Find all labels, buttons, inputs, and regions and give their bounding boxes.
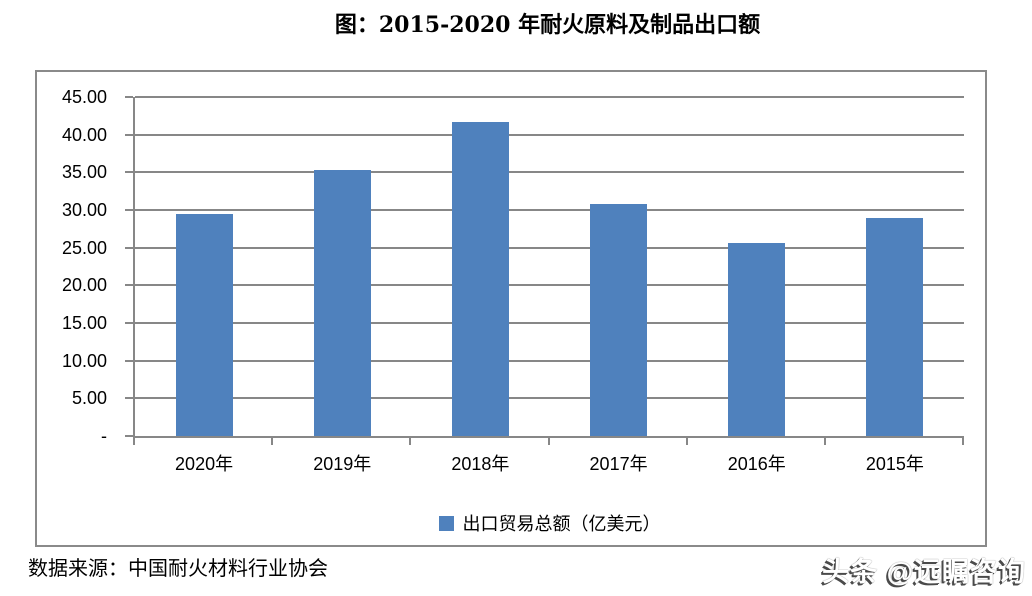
chart-frame: 出口贸易总额（亿美元） - 5.00 10.00 15.00 20.00 25.00 30.…: [35, 70, 987, 547]
y-axis-tick: [125, 246, 133, 249]
gridline: [135, 284, 964, 287]
x-axis-label: 2018年: [451, 454, 510, 474]
bar-2017年: [590, 203, 648, 436]
bar-2019年: [313, 170, 371, 436]
x-axis-label: 2015年: [865, 454, 924, 474]
x-axis-tick: [271, 438, 274, 445]
y-axis-label: 25.00: [61, 237, 107, 258]
y-axis-tick: [125, 435, 133, 437]
x-axis-tick: [409, 438, 412, 445]
legend: 出口贸易总额（亿美元）: [135, 510, 964, 536]
bar-2016年: [728, 243, 786, 436]
legend-label: 出口贸易总额（亿美元）: [462, 514, 661, 535]
x-axis-label: 2016年: [727, 454, 786, 474]
source-text: 数据来源：中国耐火材料行业协会: [28, 556, 328, 580]
gridline: [135, 171, 964, 174]
gridline: [135, 359, 964, 362]
gridline: [135, 397, 964, 400]
y-axis-tick: [125, 171, 133, 174]
x-axis-tick: [133, 438, 135, 445]
y-axis-label: 20.00: [61, 275, 107, 296]
x-axis-tick: [685, 438, 688, 445]
bar-2020年: [175, 213, 233, 436]
y-axis-tick: [125, 96, 133, 98]
y-axis-tick: [125, 397, 133, 400]
y-axis-tick: [125, 284, 133, 287]
plot-area: [133, 96, 964, 438]
y-axis-label: -: [101, 426, 107, 446]
gridline: [135, 322, 964, 324]
x-axis-tick: [962, 438, 964, 445]
gridline: [135, 133, 964, 136]
y-axis-tick: [125, 133, 133, 136]
bar-2015年: [866, 217, 924, 436]
gridline: [135, 209, 964, 211]
watermark: 头条 @远瞩咨询: [822, 557, 1026, 587]
x-axis-label: 2017年: [589, 454, 648, 474]
gridline: [135, 96, 964, 98]
y-axis-label: 5.00: [71, 388, 107, 409]
y-axis-label: 40.00: [61, 124, 107, 145]
y-axis-tick: [125, 209, 133, 211]
x-axis-tick: [823, 438, 826, 445]
y-axis-tick: [125, 359, 133, 362]
y-axis-label: 45.00: [61, 87, 107, 107]
gridline: [135, 246, 964, 249]
y-axis-label: 15.00: [61, 313, 107, 333]
x-axis-label: 2020年: [175, 454, 234, 474]
x-axis-tick: [547, 438, 550, 445]
legend-swatch-icon: [438, 515, 454, 531]
bar-2018年: [451, 121, 509, 436]
y-axis-label: 35.00: [61, 162, 107, 183]
y-axis-tick: [125, 322, 133, 324]
y-axis-label: 10.00: [61, 350, 107, 371]
y-axis-label: 30.00: [61, 200, 107, 220]
chart-title: 图：2015-2020 年耐火原料及制品出口额: [334, 12, 761, 38]
x-axis-label: 2019年: [313, 454, 372, 474]
